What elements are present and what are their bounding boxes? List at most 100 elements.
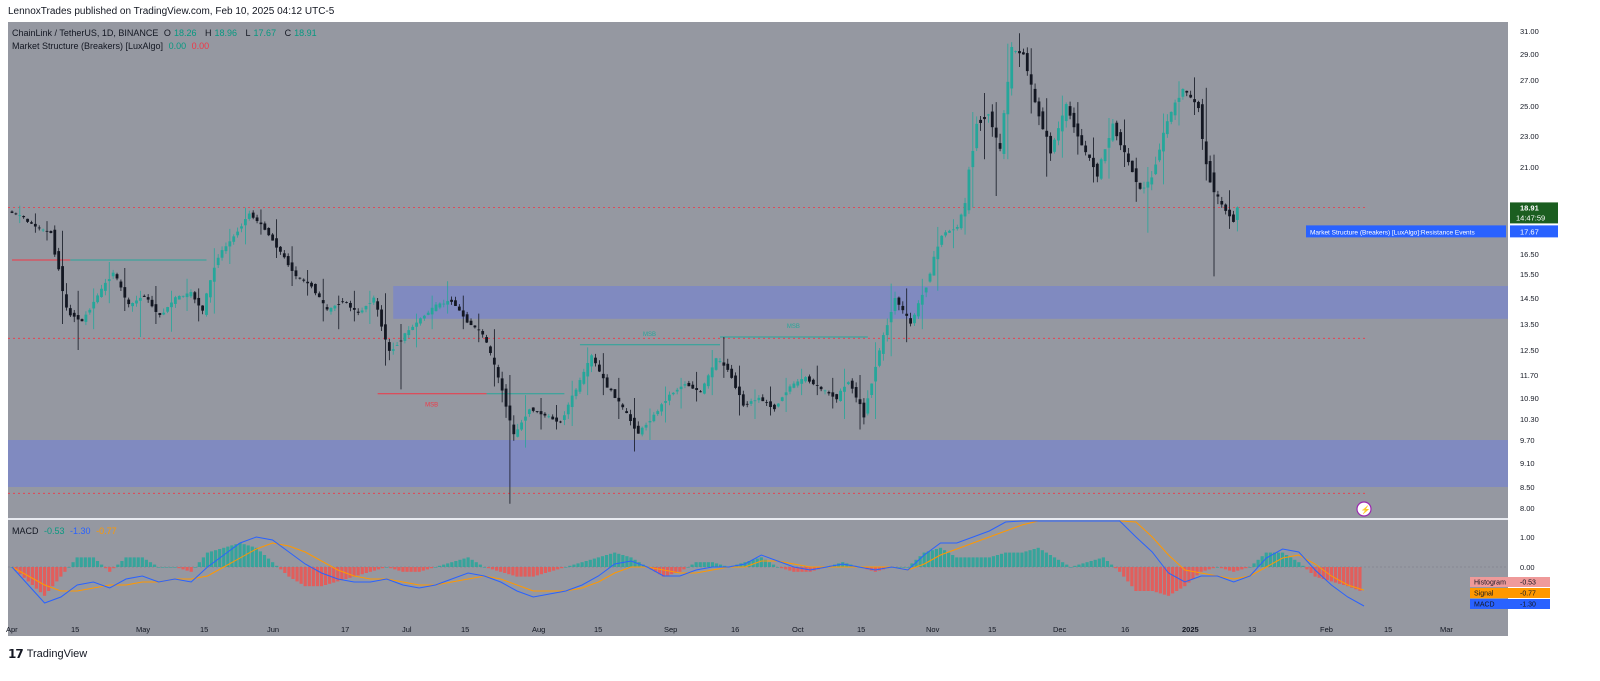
histogram-bar [364,567,368,573]
candle-body [337,304,341,305]
histogram-bar [971,557,975,567]
time-tick-17: 16 [1121,625,1129,634]
indicator-value-2: 0.00 [191,41,210,51]
histogram-bar [1150,567,1154,591]
candle-body [372,297,376,303]
candle-body [1088,154,1091,158]
candle-body [138,297,142,301]
histogram-bar [531,567,535,577]
publisher-text: LennoxTrades published on TradingView.co… [8,6,335,17]
candle-body [983,116,986,120]
price-tick-15: 10.30 [1520,415,1539,424]
price-tick-9: 15.50 [1520,270,1539,279]
histogram-bar [177,567,181,569]
histogram-bar [1061,562,1065,567]
candle-body [88,309,92,313]
histogram-bar [47,567,51,591]
candle-body [749,401,753,404]
histogram-bar [360,567,364,575]
histogram-bar [682,567,686,570]
candle-body [866,398,870,414]
candle-body [722,362,726,366]
histogram-bar [51,567,55,587]
candle-body [224,246,228,252]
histogram-bar [234,544,238,567]
candle-body [1150,177,1154,185]
alert-bolt-icon [1356,501,1372,517]
histogram-bar [780,567,784,569]
macd-legend-v3: -0.77 [96,526,117,536]
candle-body [1189,94,1193,98]
histogram-bar [368,567,372,572]
price-tick-13: 11.70 [1520,371,1538,380]
candle-body [232,236,236,242]
candle-body [49,231,53,233]
candle-body [881,335,885,354]
histogram-bar [1016,552,1020,567]
candle-body [535,411,539,412]
histogram-bar [75,557,79,567]
histogram-bar [1358,567,1362,591]
candle-body [714,358,718,370]
candle-body [936,246,940,260]
candle-body [792,383,796,388]
histogram-bar [1244,567,1248,569]
time-tick-19: 13 [1248,625,1256,634]
histogram-bar [1203,567,1207,571]
macd-legend[interactable]: MACD -0.53 -1.30 -0.77 [12,526,120,536]
candle-body [18,215,22,217]
ohlc-close: C 18.91 [284,28,317,38]
histogram-bar [1342,567,1346,585]
macd-label-value-1: -0.77 [1520,591,1536,598]
candle-body [998,143,1002,149]
histogram-bar [295,567,299,582]
candle-body [986,114,990,116]
histogram-bar [1305,567,1309,570]
histogram-bar [120,561,124,567]
histogram-bar [967,557,971,567]
candle-body [282,253,286,258]
histogram-bar [356,567,360,576]
candle-body [893,298,897,311]
candle-body [1060,115,1064,132]
candle-body [298,277,302,279]
histogram-bar [629,557,633,567]
price-tick-4: 23.00 [1520,132,1539,141]
histogram-bar [922,552,926,567]
histogram-bar [1175,567,1179,591]
candle-body [477,329,481,331]
candle-body [718,361,722,362]
candle-body [314,283,317,294]
histogram-bar [205,552,210,567]
candle-body [189,292,193,297]
candle-body [699,391,702,393]
candle-body [819,386,823,390]
histogram-bar [486,567,491,569]
candle-body [590,355,594,367]
candle-body [489,346,492,354]
candle-body [220,250,224,258]
candle-body [1228,209,1231,217]
histogram-bar [1122,567,1126,577]
time-tick-11: 16 [731,625,739,634]
histogram-bar [1162,567,1167,595]
candle-body [566,404,570,415]
candle-body [310,282,313,287]
candle-body [127,299,131,305]
histogram-bar [450,562,454,567]
histogram-bar [800,567,804,572]
histogram-bar [311,567,315,587]
candle-body [944,232,947,236]
candle-body [885,325,889,336]
histogram-bar [560,567,564,569]
candle-body [761,397,765,402]
histogram-bar [1333,567,1338,583]
event-label-box [1306,225,1506,238]
histogram-bar [63,567,67,572]
candle-body [664,401,667,403]
candle-body [862,402,866,418]
price-tick-12: 12.50 [1520,346,1539,355]
histogram-bar [653,567,658,572]
indicator-legend[interactable]: Market Structure (Breakers) [LuxAlgo] 0.… [12,41,212,51]
